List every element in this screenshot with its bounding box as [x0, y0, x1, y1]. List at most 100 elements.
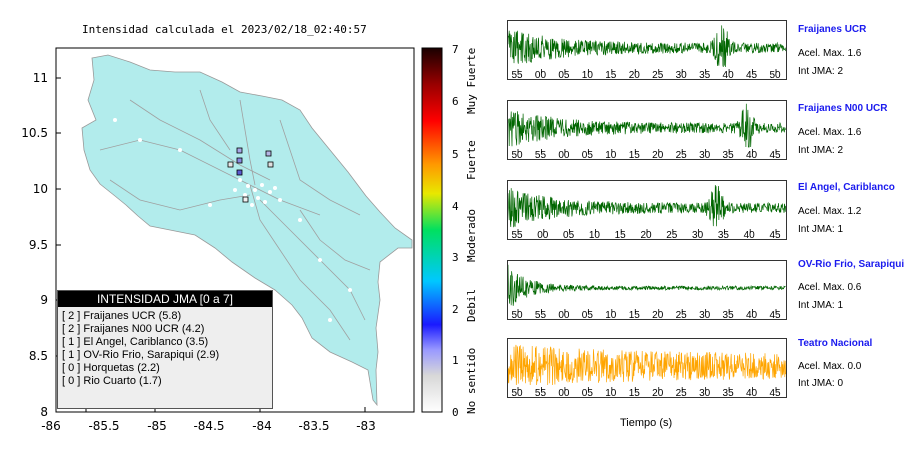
marker-rio-frio — [265, 150, 272, 157]
time-tick-label: 25 — [666, 230, 678, 241]
colorbar-number: 0 — [452, 406, 459, 419]
time-tick-label: 00 — [537, 230, 549, 241]
waveform-line — [508, 344, 786, 386]
time-tick-label: 10 — [605, 310, 617, 321]
time-tick-label: 50 — [769, 70, 781, 81]
station-acel: Acel. Max. 1.2 — [798, 206, 862, 217]
lon-tick: -84 — [252, 419, 272, 433]
time-tick-label: 30 — [699, 310, 711, 321]
colorbar-number: 4 — [452, 200, 459, 213]
waveform-panel — [507, 100, 787, 160]
time-tick-label: 55 — [511, 70, 523, 81]
waveform-panel — [507, 180, 787, 240]
lat-tick: 8.5 — [29, 349, 48, 363]
station-int: Int JMA: 0 — [798, 378, 844, 389]
time-tick-label: 40 — [743, 230, 755, 241]
time-tick-label: 15 — [605, 70, 617, 81]
time-tick-label: 30 — [699, 388, 711, 399]
station-name: Fraijanes N00 UCR — [798, 103, 888, 114]
station-name: OV-Rio Frio, Sarapiqui — [798, 259, 905, 270]
time-tick-label: 40 — [745, 388, 758, 399]
station-name: Fraijanes UCR — [798, 24, 867, 35]
intensity-markers — [227, 147, 274, 203]
lat-tick: 9 — [40, 293, 48, 307]
marker-fraijanes-ucr — [236, 169, 243, 176]
time-tick-label: 10 — [588, 230, 600, 241]
map-title: Intensidad calculada el 2023/02/18_02:40… — [82, 23, 367, 36]
waveform-line — [508, 184, 786, 228]
time-tick-label: 05 — [581, 310, 593, 321]
colorbar-label: Muy Fuerte — [465, 47, 478, 114]
time-tick-label: 15 — [628, 388, 640, 399]
station-int: Int JMA: 2 — [798, 66, 844, 77]
time-tick-label: 35 — [722, 150, 734, 161]
time-tick-label: 55 — [511, 230, 523, 241]
time-tick-label: 45 — [769, 310, 781, 321]
colorbar-label: No sentido — [465, 347, 478, 414]
time-tick-label: 05 — [558, 70, 570, 81]
time-tick-label: 15 — [628, 150, 640, 161]
time-tick-label: 45 — [769, 388, 781, 399]
waveform-panel — [507, 260, 787, 320]
time-tick-label: 00 — [534, 70, 547, 81]
station-int: Int JMA: 1 — [798, 300, 844, 311]
time-tick-label: 50 — [511, 388, 523, 399]
waveform-trace — [508, 184, 786, 233]
marker-rio-cuarto — [227, 161, 234, 168]
waveform-panel — [507, 338, 787, 398]
marker-fraijanes-n00 — [236, 157, 243, 164]
legend-item: [ 0 ] Horquetas (2.2) — [62, 362, 160, 374]
waveform-line — [508, 264, 786, 306]
station-acel: Acel. Max. 1.6 — [798, 127, 862, 138]
time-tick-label: 20 — [652, 388, 664, 399]
time-tick-label: 35 — [699, 70, 711, 81]
legend-item: [ 2 ] Fraijanes UCR (5.8) — [62, 310, 182, 322]
road-network — [99, 89, 371, 341]
lat-tick: 10.5 — [21, 126, 48, 140]
station-name: Teatro Nacional — [798, 338, 873, 349]
time-tick-label: 45 — [745, 70, 758, 81]
time-tick-label: 40 — [722, 70, 734, 81]
time-tick-label: 15 — [614, 230, 626, 241]
station-int: Int JMA: 2 — [798, 145, 844, 156]
lon-tick: -85 — [147, 419, 167, 433]
time-tick-label: 55 — [534, 310, 547, 321]
time-tick-label: 05 — [581, 388, 593, 399]
lon-tick: -83 — [356, 419, 376, 433]
time-tick-label: 10 — [605, 150, 617, 161]
time-tick-label: 40 — [745, 150, 758, 161]
legend-item: [ 2 ] Fraijanes N00 UCR (4.2) — [62, 323, 205, 335]
colorbar-number: 3 — [452, 251, 459, 264]
time-tick-label: 45 — [769, 150, 781, 161]
lon-tick: -85.5 — [88, 419, 119, 433]
lon-tick: -86 — [41, 419, 61, 433]
marker-horquetas — [267, 161, 274, 168]
time-tick-label: 05 — [581, 150, 593, 161]
time-tick-label: 10 — [581, 70, 593, 81]
legend-list: [ 2 ] Fraijanes UCR (5.8) [ 2 ] Fraijane… — [58, 310, 272, 388]
waveform-line — [508, 103, 786, 148]
x-axis-label: Tiempo (s) — [620, 417, 673, 429]
time-tick-label: 15 — [628, 310, 640, 321]
waveform-panel — [507, 20, 787, 80]
time-tick-label: 30 — [692, 230, 704, 241]
time-tick-label: 35 — [722, 310, 734, 321]
station-int: Int JMA: 1 — [798, 224, 844, 235]
station-acel: Acel. Max. 0.0 — [798, 361, 862, 372]
time-tick-label: 00 — [558, 388, 570, 399]
station-acel: Acel. Max. 1.6 — [798, 48, 862, 59]
waveform-line — [508, 25, 786, 68]
lon-tick: -84.5 — [193, 419, 224, 433]
time-tick-label: 20 — [652, 310, 664, 321]
waveform-trace — [508, 25, 786, 73]
time-tick-label: 20 — [652, 150, 664, 161]
time-tick-label: 35 — [717, 230, 729, 241]
colorbar-number: 2 — [452, 303, 459, 316]
costa-rica-landmass — [81, 54, 413, 407]
time-tick-label: 30 — [675, 70, 687, 81]
time-tick-label: 20 — [628, 70, 640, 81]
intensity-colorbar — [421, 47, 443, 413]
waveform-trace — [508, 103, 786, 153]
intensity-legend: INTENSIDAD JMA [0 a 7] [ 2 ] Fraijanes U… — [57, 290, 273, 409]
time-tick-label: 25 — [675, 150, 687, 161]
